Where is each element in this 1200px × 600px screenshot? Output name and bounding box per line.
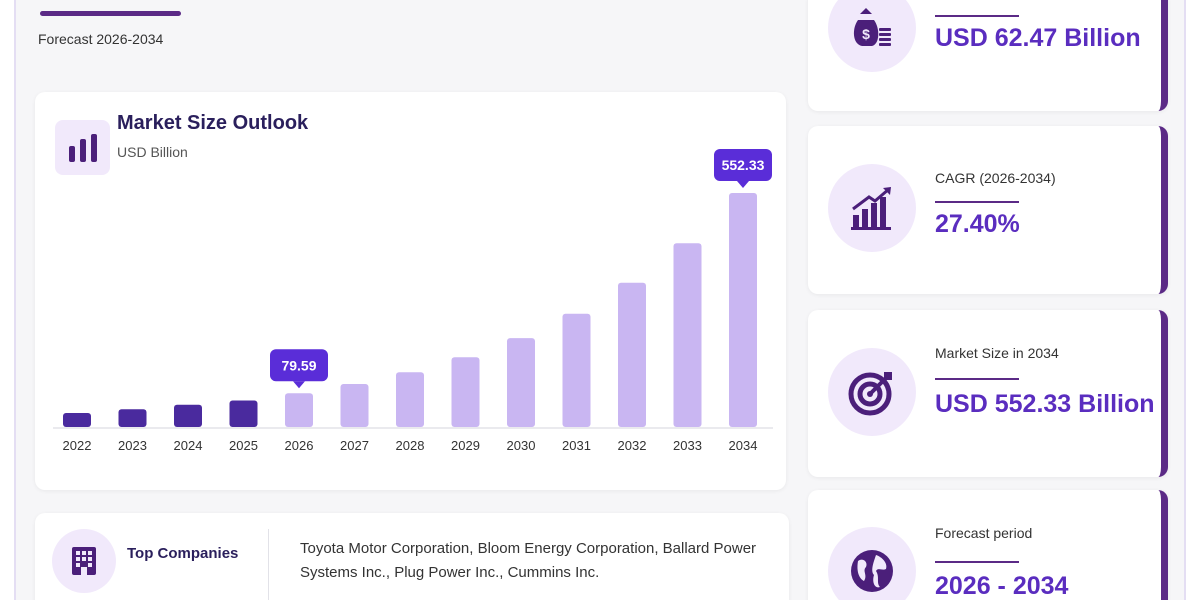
header-accent-bar	[40, 11, 181, 16]
x-tick-label: 2028	[396, 438, 425, 453]
bar-2030	[507, 338, 535, 427]
top-companies-label: Top Companies	[127, 545, 239, 562]
target-icon	[828, 348, 916, 436]
money-bag-icon: $	[828, 0, 916, 72]
stat-value: USD 62.47 Billion	[935, 24, 1141, 52]
bar-2028	[396, 372, 424, 427]
data-callout-2034: 552.33	[714, 149, 772, 188]
x-tick-label: 2025	[229, 438, 258, 453]
stat-label: CAGR (2026-2034)	[935, 170, 1056, 186]
bar-2026	[285, 393, 313, 427]
bar-2032	[618, 282, 646, 427]
stat-underline	[935, 15, 1019, 17]
x-tick-label: 2024	[174, 438, 203, 453]
divider	[268, 529, 269, 600]
stat-value: 27.40%	[935, 210, 1020, 238]
bar-chart-icon	[55, 120, 110, 175]
x-tick-label: 2022	[63, 438, 92, 453]
stat-card-cagr: CAGR (2026-2034) 27.40%	[808, 126, 1168, 294]
bar-2025	[229, 400, 258, 427]
callout-label: 552.33	[722, 157, 765, 173]
globe-icon	[828, 527, 916, 600]
top-companies-list: Toyota Motor Corporation, Bloom Energy C…	[300, 540, 757, 581]
x-tick-label: 2032	[618, 438, 647, 453]
stat-card-market-size-2025: $ USD 62.47 Billion	[808, 0, 1168, 111]
top-companies-card: Top Companies Toyota Motor Corporation, …	[35, 513, 789, 600]
bar-chart: 2022 2023 2024 2025 2026 79.59 2027 2028 2029 203…	[53, 149, 773, 453]
stat-card-forecast-period: Forecast period 2026 - 2034	[808, 490, 1168, 600]
stat-underline	[935, 378, 1019, 380]
stat-label: Forecast period	[935, 525, 1033, 541]
callout-label: 79.59	[281, 357, 316, 373]
building-icon	[52, 529, 116, 593]
bar-2033	[673, 243, 702, 427]
bar-2022	[63, 412, 91, 427]
chart-unit: USD Billion	[117, 144, 188, 160]
svg-text:$: $	[862, 26, 870, 42]
stat-label: Market Size in 2034	[935, 345, 1059, 361]
growth-chart-icon	[828, 164, 916, 252]
x-tick-label: 2027	[340, 438, 369, 453]
x-tick-label: 2029	[451, 438, 480, 453]
stat-value: 2026 - 2034	[935, 572, 1069, 600]
x-tick-label: 2030	[507, 438, 536, 453]
bar-2027	[340, 384, 369, 427]
x-tick-label: 2031	[562, 438, 591, 453]
stat-underline	[935, 201, 1019, 203]
market-size-chart-card: Market Size Outlook USD Billion 2022 2023…	[35, 92, 786, 490]
x-tick-label: 2023	[118, 438, 147, 453]
x-tick-label: 2033	[673, 438, 702, 453]
bar-2031	[562, 313, 591, 427]
bar-2034	[729, 193, 757, 427]
forecast-subtitle: Forecast 2026-2034	[38, 31, 164, 47]
stat-value: USD 552.33 Billion	[935, 390, 1155, 418]
x-tick-label: 2034	[729, 438, 758, 453]
bar-2024	[174, 404, 202, 427]
chart-title: Market Size Outlook	[117, 112, 309, 134]
stat-underline	[935, 561, 1019, 563]
bar-2029	[451, 357, 480, 427]
x-tick-label: 2026	[285, 438, 314, 453]
bar-2023	[118, 409, 147, 427]
stat-card-market-size-2034: Market Size in 2034 USD 552.33 Billion	[808, 310, 1168, 477]
data-callout-2026: 79.59	[270, 349, 328, 389]
